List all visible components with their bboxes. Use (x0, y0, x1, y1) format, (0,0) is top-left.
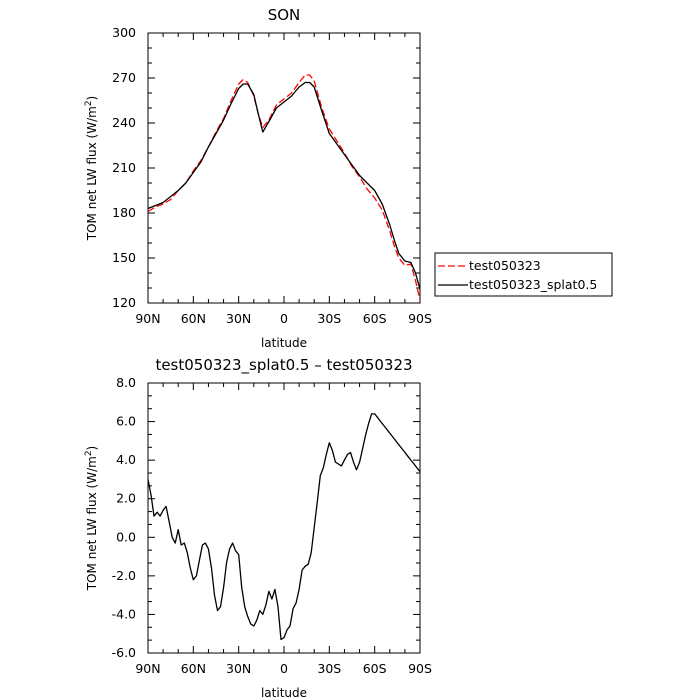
y-tick-label: 270 (112, 70, 136, 85)
x-tick-label: 30S (317, 311, 341, 326)
y-tick-label: 180 (112, 205, 136, 220)
x-tick-label: 90N (135, 311, 160, 326)
y-tick-label: 120 (112, 295, 136, 310)
y-tick-label: -2.0 (112, 568, 136, 583)
y-axis-label: TOM net LW flux (W/m2) (84, 96, 99, 242)
top-panel: SON 90N 60N 30N 0 30S 60S 90S 120 150 180 210 240 270… (84, 6, 432, 350)
y-tick-label: 210 (112, 160, 136, 175)
y-tick-label: 4.0 (116, 452, 136, 467)
y-tick-label: 240 (112, 115, 136, 130)
x-tick-label: 0 (280, 311, 288, 326)
series-line-test050323_splat0.5 (148, 81, 420, 290)
y-tick-label: 0.0 (116, 529, 136, 544)
x-tick-label: 60N (181, 311, 206, 326)
chart-title: SON (268, 6, 301, 24)
y-tick-label: 300 (112, 25, 136, 40)
x-tick-label: 30S (317, 661, 341, 676)
plot-frame (147, 382, 421, 654)
y-tick-label: 6.0 (116, 414, 136, 429)
x-tick-label: 60S (363, 311, 387, 326)
y-tick-label: 8.0 (116, 375, 136, 390)
chart-title: test050323_splat0.5 – test050323 (155, 356, 412, 375)
x-tick-label: 30N (226, 311, 251, 326)
y-tick-label: -6.0 (112, 645, 136, 660)
y-tick-label: 2.0 (116, 491, 136, 506)
x-tick-label: 90S (408, 661, 432, 676)
x-tick-label: 60S (363, 661, 387, 676)
series-line-test050323 (148, 74, 420, 301)
legend-label: test050323 (469, 258, 541, 273)
x-tick-label: 90S (408, 311, 432, 326)
legend-label: test050323_splat0.5 (469, 277, 597, 292)
x-tick-label: 90N (135, 661, 160, 676)
y-tick-label: -4.0 (112, 606, 136, 621)
x-axis-label: latitude (261, 336, 307, 350)
x-tick-label: 30N (226, 661, 251, 676)
bottom-panel: test050323_splat0.5 – test050323 90N 60N 30… (84, 356, 432, 700)
legend-box (434, 252, 613, 297)
y-axis-label: TOM net LW flux (W/m2) (84, 446, 99, 592)
plot-frame (147, 32, 421, 304)
y-tick-label: 150 (112, 250, 136, 265)
x-axis-label: latitude (261, 686, 307, 700)
legend: test050323 test050323_splat0.5 (434, 252, 613, 297)
series-line-difference (148, 413, 420, 641)
x-tick-label: 60N (181, 661, 206, 676)
x-tick-label: 0 (280, 661, 288, 676)
